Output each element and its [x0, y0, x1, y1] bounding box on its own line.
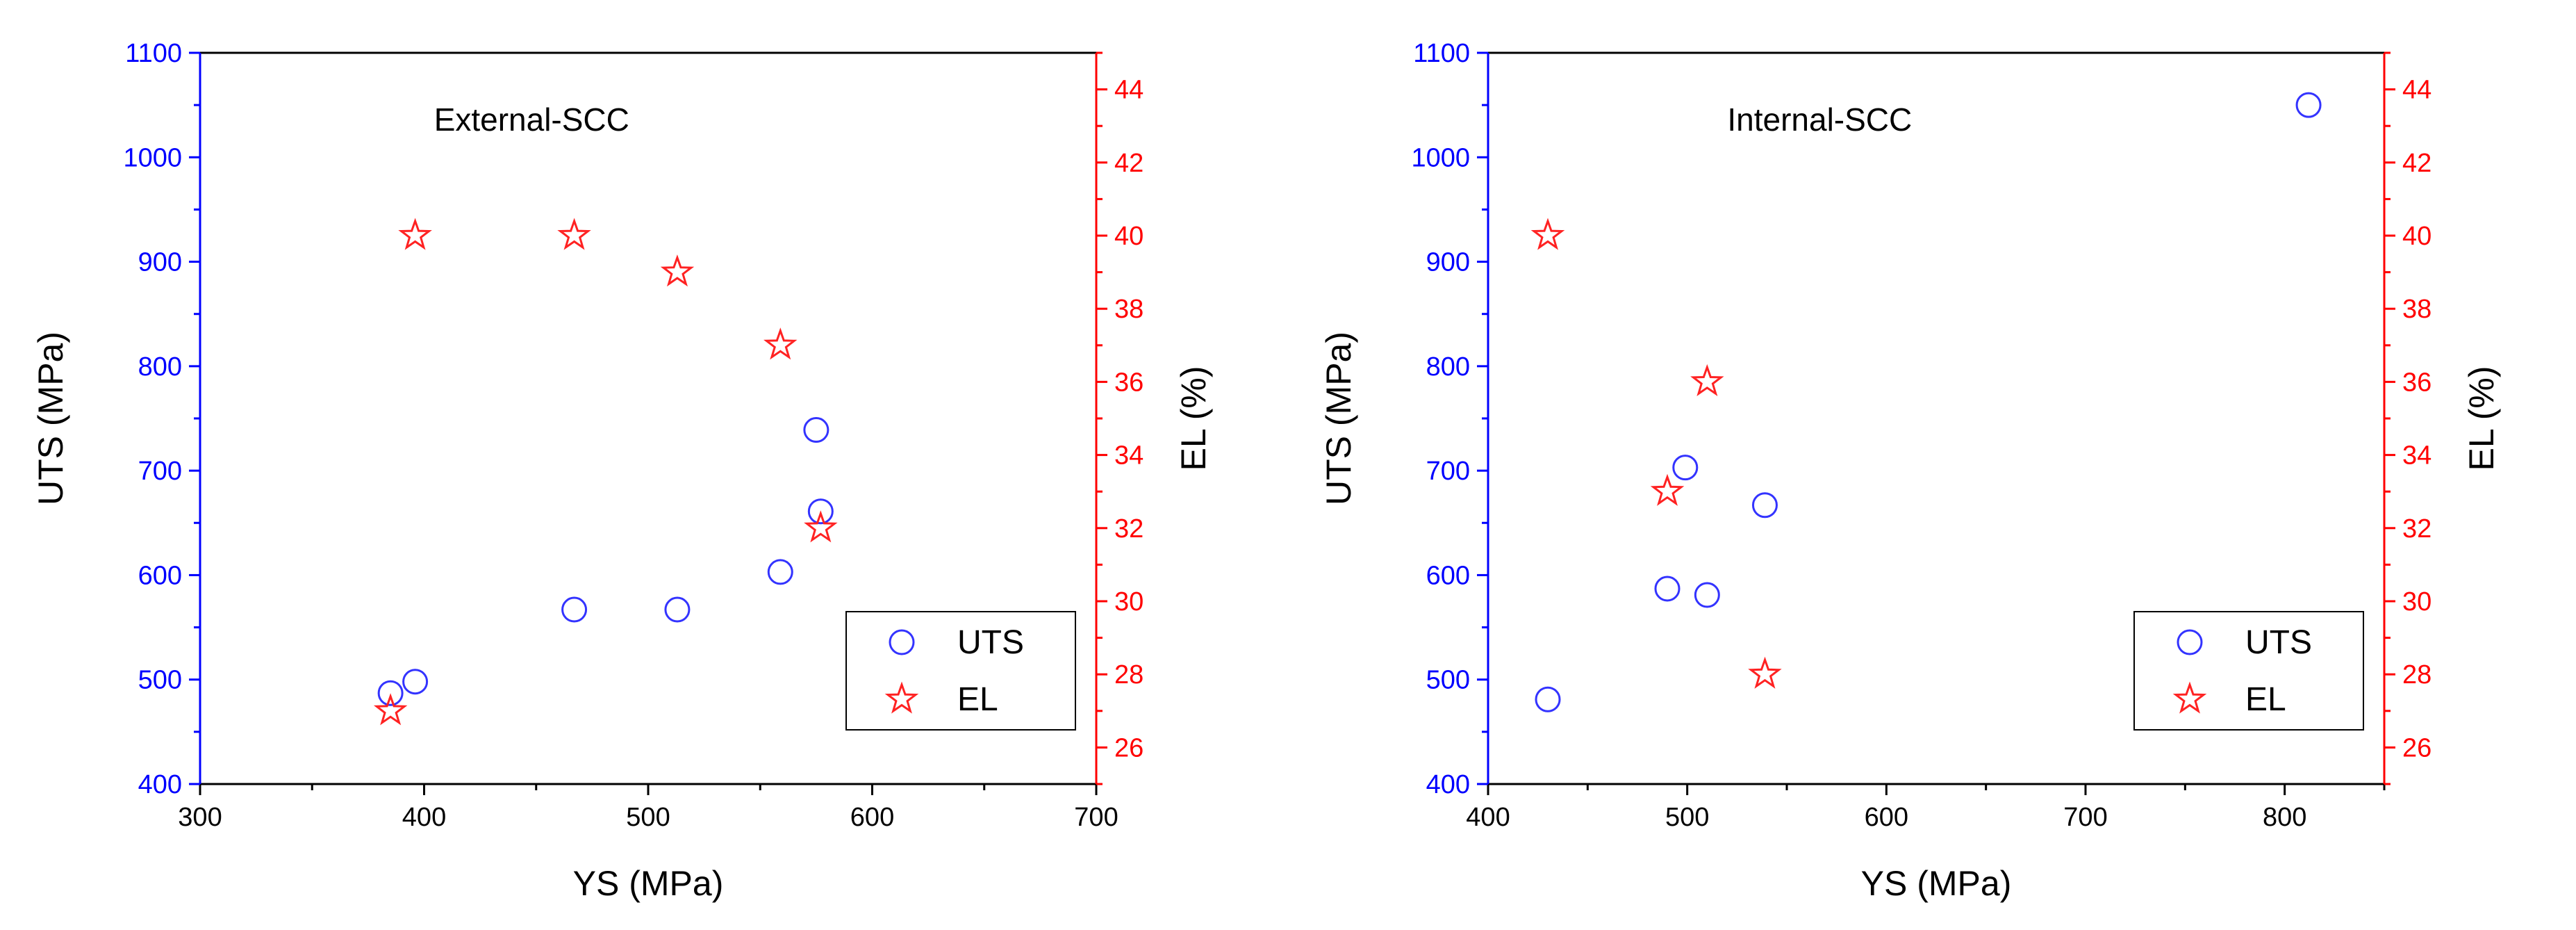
legend-el-marker: [884, 681, 919, 714]
y-right-tick-label: 26: [2402, 733, 2431, 762]
legend-uts-marker: [889, 629, 915, 655]
y-right-tick-label: 44: [2402, 76, 2431, 105]
y-right-tick-label: 42: [1114, 149, 1143, 178]
chart-panel-external-scc: 300 400 500 600 700 400 500 600 700 800 900 1000 110…: [31, 39, 1213, 903]
legend-label: UTS: [957, 624, 1024, 661]
x-axis-title: YS (MPa): [1861, 864, 2012, 903]
y-left-tick-label: 1100: [125, 39, 182, 68]
el-point: [557, 218, 591, 250]
y-right-tick-label: 42: [2402, 149, 2431, 178]
uts-point: [803, 417, 829, 443]
y-left-tick-label: 400: [1426, 770, 1470, 799]
y-left-tick-label: 1000: [123, 143, 182, 172]
y-left-tick-label: 1100: [1413, 39, 1470, 68]
x-axis-title: YS (MPa): [573, 864, 724, 903]
x-tick-label: 700: [1074, 803, 1118, 832]
legend-label: EL: [2245, 681, 2286, 718]
el-point: [373, 693, 408, 726]
x-tick-label: 500: [626, 803, 670, 832]
y-right-tick-label: 38: [1114, 295, 1143, 324]
uts-point: [807, 498, 834, 525]
y-left-axis-title: UTS (MPa): [1319, 332, 1358, 505]
y-left-tick-label: 800: [1426, 352, 1470, 382]
uts-point: [1751, 492, 1778, 519]
y-left-tick-label: 900: [1426, 248, 1470, 277]
x-tick-label: 600: [850, 803, 894, 832]
uts-point: [1694, 582, 1720, 608]
x-tick-label: 500: [1665, 803, 1709, 832]
y-left-tick-label: 700: [1426, 457, 1470, 486]
y-right-tick-label: 36: [1114, 368, 1143, 397]
y-right-tick-label: 28: [2402, 660, 2431, 690]
y-right-tick-label: 40: [2402, 222, 2431, 251]
chart-internal-scc: 400 500 600 700 800 400 500 600 700 800 900 1000 110…: [1319, 39, 2501, 903]
uts-point: [2295, 92, 2322, 118]
uts-point: [402, 669, 429, 695]
el-point: [804, 510, 838, 543]
x-tick-label: 700: [2063, 803, 2107, 832]
x-tick-label: 800: [2263, 803, 2306, 832]
el-point: [763, 327, 798, 360]
uts-point: [1535, 686, 1561, 712]
legend-el-marker: [2172, 681, 2207, 714]
el-point: [660, 254, 695, 287]
el-point: [398, 218, 432, 250]
chart-title: External-SCC: [434, 101, 629, 138]
y-right-tick-label: 38: [2402, 295, 2431, 324]
y-right-tick-label: 32: [2402, 514, 2431, 544]
uts-point: [664, 596, 691, 623]
y-right-axis-title: EL (%): [2462, 366, 2501, 471]
uts-point: [1654, 576, 1681, 602]
x-tick-label: 400: [1466, 803, 1510, 832]
uts-point: [561, 596, 588, 623]
y-left-tick-label: 400: [138, 770, 182, 799]
legend-label: EL: [957, 681, 998, 718]
y-right-tick-label: 30: [1114, 587, 1143, 617]
legend-label: UTS: [2245, 624, 2312, 661]
y-left-tick-label: 600: [1426, 561, 1470, 590]
y-left-tick-label: 600: [138, 561, 182, 590]
y-right-tick-label: 32: [1114, 514, 1143, 544]
x-tick-label: 300: [178, 803, 222, 832]
y-left-tick-label: 500: [138, 666, 182, 695]
chart-panel-internal-scc: 400 500 600 700 800 400 500 600 700 800 900 1000 110…: [1288, 0, 2576, 930]
chart-title: Internal-SCC: [1727, 101, 1912, 138]
y-right-tick-label: 34: [2402, 441, 2431, 471]
y-right-tick-label: 34: [1114, 441, 1143, 471]
el-point: [1690, 364, 1724, 397]
legend-uts-marker: [2177, 629, 2203, 655]
uts-point: [377, 680, 404, 706]
legend-box: [845, 611, 1076, 731]
y-left-tick-label: 700: [138, 457, 182, 486]
chart-external-scc: 300 400 500 600 700 400 500 600 700 800 900 1000 110…: [31, 39, 1213, 903]
y-right-tick-label: 36: [2402, 368, 2431, 397]
y-left-tick-label: 500: [1426, 666, 1470, 695]
y-right-tick-label: 44: [1114, 76, 1143, 105]
y-left-tick-label: 900: [138, 248, 182, 277]
x-tick-label: 600: [1865, 803, 1908, 832]
legend-box: [2133, 611, 2364, 731]
y-right-tick-label: 40: [1114, 222, 1143, 251]
uts-point: [1672, 455, 1699, 481]
y-left-axis-title: UTS (MPa): [31, 332, 70, 505]
el-point: [1650, 473, 1685, 506]
el-point: [1748, 656, 1782, 689]
y-right-tick-label: 28: [1114, 660, 1143, 690]
el-point: [1530, 218, 1565, 250]
y-right-tick-label: 30: [2402, 587, 2431, 617]
y-right-tick-label: 26: [1114, 733, 1143, 762]
y-right-axis-title: EL (%): [1174, 366, 1213, 471]
y-left-tick-label: 1000: [1411, 143, 1470, 172]
y-left-tick-label: 800: [138, 352, 182, 382]
uts-point: [767, 559, 793, 585]
x-tick-label: 400: [402, 803, 446, 832]
